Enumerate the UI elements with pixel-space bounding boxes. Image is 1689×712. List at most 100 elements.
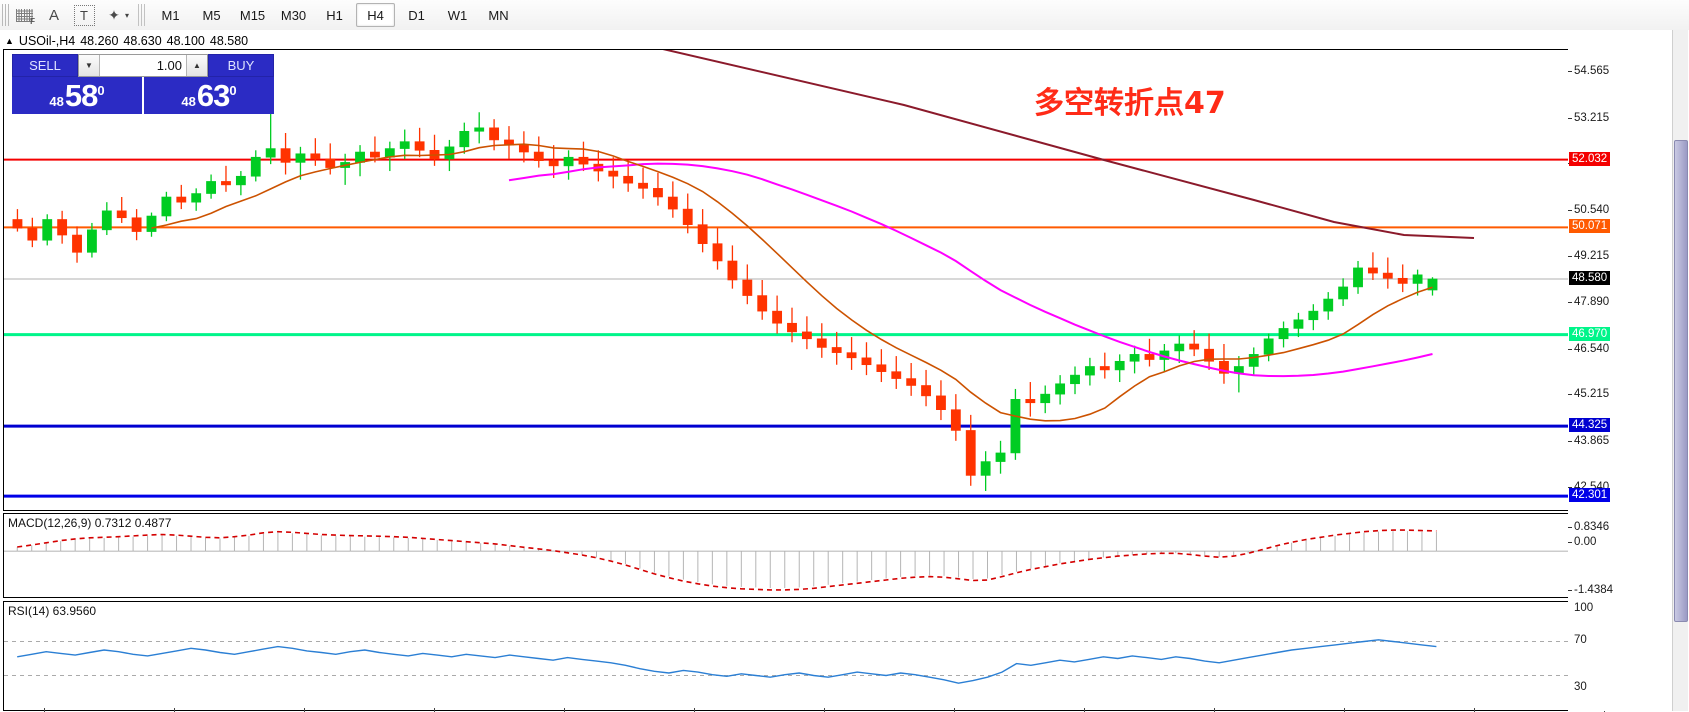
macd-panel[interactable]: MACD(12,26,9) 0.7312 0.4877 xyxy=(4,514,1568,597)
time-tick xyxy=(434,708,435,712)
quote-low: 48.100 xyxy=(166,34,205,48)
macd-title: MACD(12,26,9) 0.7312 0.4877 xyxy=(8,516,172,530)
time-tick xyxy=(304,708,305,712)
rsi-tick: 70 xyxy=(1574,634,1587,646)
toolbar-separator xyxy=(138,4,146,26)
macd-tick: 0.00 xyxy=(1568,536,1596,548)
price-tick-mark xyxy=(1568,441,1572,443)
price-tick: 46.540 xyxy=(1568,343,1609,355)
rsi-title: RSI(14) 63.9560 xyxy=(8,604,97,618)
text-a-icon[interactable]: A xyxy=(39,2,69,28)
time-tick xyxy=(174,708,175,712)
sell-price-fraction: 0 xyxy=(97,83,105,98)
main-toolbar: F A T ✦ ▾ M1 M5 M15 M30 H1 H4 D1 W1 MN xyxy=(0,0,1689,31)
timeframe-h1[interactable]: H1 xyxy=(326,7,343,23)
time-tick xyxy=(824,708,825,712)
price-tick-mark xyxy=(1568,301,1572,303)
macd-tick-mark xyxy=(1568,542,1572,543)
vertical-scrollbar[interactable] xyxy=(1672,30,1688,711)
price-tick: 50.540 xyxy=(1568,204,1609,216)
buy-button-label[interactable]: BUY xyxy=(208,54,274,77)
time-tick xyxy=(1474,708,1475,712)
time-tick xyxy=(1084,708,1085,712)
text-box-icon[interactable]: T xyxy=(69,2,99,28)
buy-price-prefix: 48 xyxy=(181,94,196,109)
grid-f-icon-label: F xyxy=(30,17,35,26)
quote-close: 48.580 xyxy=(209,34,249,48)
time-tick xyxy=(44,708,45,712)
price-tick: 45.215 xyxy=(1568,388,1609,400)
price-tick-mark xyxy=(1568,486,1572,488)
price-tick-mark xyxy=(1568,210,1572,212)
timeframe-m1[interactable]: M1 xyxy=(161,7,180,23)
grid-f-icon[interactable]: F xyxy=(9,2,39,28)
price-tick-mark xyxy=(1568,256,1572,257)
scrollbar-thumb[interactable] xyxy=(1674,140,1688,622)
sell-button-label[interactable]: SELL xyxy=(12,54,78,77)
sell-price-button[interactable]: 48 58 0 xyxy=(12,77,144,114)
price-level-label-support[interactable]: 46.970 xyxy=(1569,326,1611,341)
price-tick: 49.215 xyxy=(1568,250,1609,262)
symbol-quote-line: ▲ USOil-,H4 48.260 48.630 48.100 48.580 xyxy=(5,33,248,49)
trade-controls-row: SELL ▼ 1.00 ▲ BUY xyxy=(12,54,274,77)
price-tick: 53.215 xyxy=(1568,112,1609,124)
price-level-label-resistance[interactable]: 52.032 xyxy=(1569,151,1611,166)
sell-price-prefix: 48 xyxy=(49,94,64,109)
symbol-label: USOil-,H4 xyxy=(18,34,76,48)
rsi-panel[interactable]: RSI(14) 63.9560 xyxy=(4,602,1568,707)
timeframe-w1[interactable]: W1 xyxy=(447,7,468,23)
time-tick xyxy=(954,708,955,712)
chart-annotation-text: 多空转折点47 xyxy=(1034,86,1226,121)
timeframe-m30[interactable]: M30 xyxy=(280,7,307,23)
quote-high: 48.630 xyxy=(123,34,162,48)
time-tick xyxy=(694,708,695,712)
volume-decrease-icon[interactable]: ▼ xyxy=(79,55,100,76)
price-tick: 47.890 xyxy=(1568,296,1609,308)
price-tick-mark xyxy=(1568,348,1572,350)
chevron-down-icon[interactable]: ▾ xyxy=(125,10,130,20)
collapse-arrow-icon[interactable]: ▲ xyxy=(5,36,14,46)
price-tick: 54.565 xyxy=(1568,65,1609,77)
volume-increase-icon[interactable]: ▲ xyxy=(186,55,207,76)
timeframe-mn[interactable]: MN xyxy=(488,7,509,23)
price-tick-mark xyxy=(1568,394,1572,396)
toolbar-drag-handle[interactable] xyxy=(2,4,9,26)
macd-tick: -1.4384 xyxy=(1568,584,1613,596)
timeframe-d1[interactable]: D1 xyxy=(408,7,425,23)
buy-price-main: 63 xyxy=(196,78,230,113)
timeframe-h4[interactable]: H4 xyxy=(356,3,396,27)
rsi-tick: 100 xyxy=(1574,602,1594,614)
price-chart-svg xyxy=(4,50,1568,498)
price-tick-mark xyxy=(1568,117,1572,119)
text-box-icon-glyph: T xyxy=(73,4,95,26)
buy-price-fraction: 0 xyxy=(229,83,237,98)
macd-tick: 0.8346 xyxy=(1568,521,1609,533)
macd-svg xyxy=(4,529,1568,591)
price-level-label-resistance[interactable]: 50.071 xyxy=(1569,219,1611,234)
shapes-icon-glyph: ✦ xyxy=(108,6,120,23)
quote-open: 48.260 xyxy=(80,34,119,48)
time-tick xyxy=(1214,708,1215,712)
one-click-trading-panel[interactable]: SELL ▼ 1.00 ▲ BUY 48 58 0 48 63 0 xyxy=(12,54,274,114)
price-level-label-last-price[interactable]: 48.580 xyxy=(1569,270,1611,285)
timeframe-m15[interactable]: M15 xyxy=(239,7,266,23)
price-tick-mark xyxy=(1568,70,1572,72)
rsi-tick: 30 xyxy=(1574,681,1587,693)
volume-stepper[interactable]: ▼ 1.00 ▲ xyxy=(78,54,208,77)
shapes-icon[interactable]: ✦ xyxy=(99,2,129,28)
price-level-label-support[interactable]: 44.325 xyxy=(1569,418,1611,433)
time-tick xyxy=(1344,708,1345,712)
timeframe-m5[interactable]: M5 xyxy=(202,7,221,23)
price-scale[interactable]: 54.56553.21551.89050.54049.21547.89046.5… xyxy=(1568,30,1689,711)
chart-window: ▲ USOil-,H4 48.260 48.630 48.100 48.580 … xyxy=(0,30,1689,712)
time-tick xyxy=(564,708,565,712)
price-level-label-support[interactable]: 42.301 xyxy=(1569,488,1611,503)
price-chart-area[interactable]: 多空转折点47 xyxy=(4,50,1568,510)
macd-tick-mark xyxy=(1568,527,1572,528)
price-tick: 43.865 xyxy=(1568,435,1609,447)
macd-tick-mark xyxy=(1568,590,1572,591)
buy-price-button[interactable]: 48 63 0 xyxy=(144,77,274,114)
rsi-svg xyxy=(4,639,1568,684)
volume-input[interactable]: 1.00 xyxy=(156,58,182,73)
sell-price-main: 58 xyxy=(64,78,98,113)
